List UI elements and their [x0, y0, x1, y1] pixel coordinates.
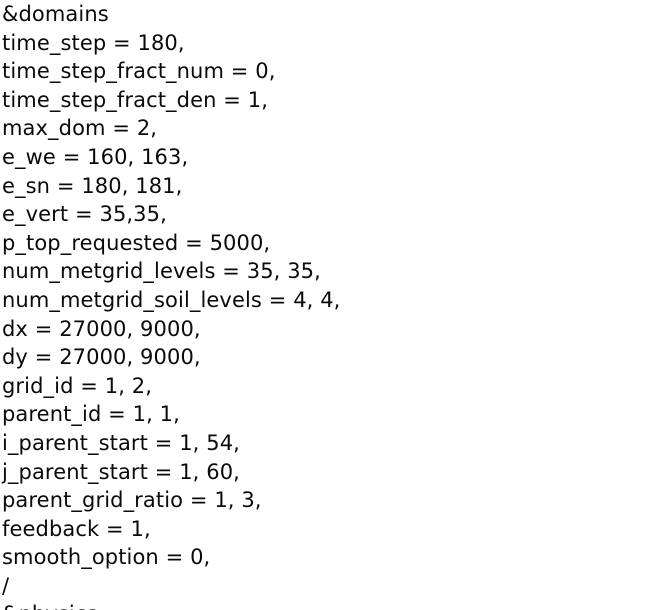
text-line-truncated: &physics [0, 600, 666, 610]
text-line: parent_id = 1, 1, [2, 402, 180, 427]
text-line: grid_id = 1, 2, [2, 373, 152, 398]
text-line: feedback = 1, [2, 516, 151, 541]
text-line: e_sn = 180, 181, [2, 173, 183, 198]
text-line: num_metgrid_soil_levels = 4, 4, [2, 287, 341, 312]
text-line: / [2, 573, 10, 598]
text-line: p_top_requested = 5000, [2, 230, 271, 255]
text-line: dx = 27000, 9000, [2, 316, 201, 341]
text-line: e_vert = 35,35, [2, 202, 167, 227]
text-line: max_dom = 2, [2, 116, 158, 141]
text-line: dy = 27000, 9000, [2, 345, 201, 370]
text-line: &domains [2, 2, 109, 26]
text-line: time_step_fract_den = 1, [2, 87, 268, 112]
text-line: smooth_option = 0, [2, 545, 211, 570]
text-line: time_step_fract_num = 0, [2, 59, 276, 84]
text-line: i_parent_start = 1, 54, [2, 430, 240, 455]
text-line: e_we = 160, 163, [2, 144, 189, 169]
text-line: parent_grid_ratio = 1, 3, [2, 488, 262, 513]
text-line: num_metgrid_levels = 35, 35, [2, 259, 321, 284]
text-line: j_parent_start = 1, 60, [2, 459, 240, 484]
text-line: time_step = 180, [2, 30, 185, 55]
